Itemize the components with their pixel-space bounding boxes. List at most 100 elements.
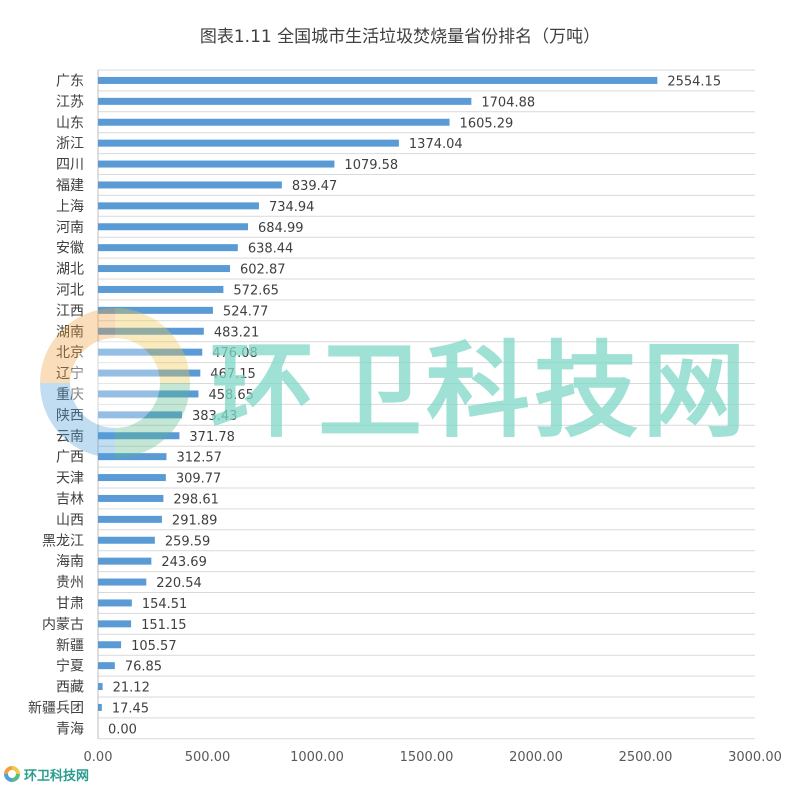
category-label: 四川 <box>56 157 84 173</box>
data-label: 151.15 <box>141 618 187 633</box>
category-label: 云南 <box>56 429 84 445</box>
bar <box>98 244 238 252</box>
bar <box>98 536 155 544</box>
bar <box>98 76 658 84</box>
bar <box>98 139 399 147</box>
bar <box>98 620 132 628</box>
data-label: 458.65 <box>208 388 254 403</box>
category-label: 福建 <box>56 178 84 194</box>
data-label: 371.78 <box>189 430 235 445</box>
x-tick-label: 1500.00 <box>400 750 454 765</box>
bar <box>98 223 249 231</box>
data-label: 734.94 <box>269 200 315 215</box>
data-label: 154.51 <box>142 597 188 612</box>
bar <box>98 118 450 126</box>
bar <box>98 474 166 482</box>
bar <box>98 557 152 565</box>
data-label: 1079.58 <box>344 158 398 173</box>
category-label: 广东 <box>56 73 84 89</box>
bar <box>98 348 203 356</box>
data-label: 602.87 <box>240 263 286 278</box>
data-label: 476.08 <box>212 346 258 361</box>
bar <box>98 453 167 461</box>
data-label: 638.44 <box>248 242 294 257</box>
category-label: 陕西 <box>56 408 84 424</box>
category-label: 湖北 <box>56 262 84 278</box>
bar <box>98 306 213 314</box>
bar <box>98 327 204 335</box>
category-label: 广西 <box>56 450 84 466</box>
category-label: 内蒙古 <box>42 617 84 633</box>
bar <box>98 369 201 377</box>
category-label: 湖南 <box>56 324 84 340</box>
category-label: 辽宁 <box>56 365 84 382</box>
category-label: 重庆 <box>56 387 84 403</box>
bar <box>98 160 335 168</box>
category-label: 甘肃 <box>56 596 84 612</box>
data-label: 524.77 <box>223 304 268 319</box>
bar <box>98 703 102 711</box>
category-label: 北京 <box>56 345 84 361</box>
category-label: 江苏 <box>56 94 84 110</box>
bar <box>98 285 224 293</box>
bar <box>98 181 282 189</box>
category-label: 宁夏 <box>56 658 84 675</box>
category-label: 吉林 <box>56 491 84 507</box>
data-label: 467.15 <box>210 367 256 382</box>
brand-logo-icon <box>4 766 20 782</box>
data-label: 312.57 <box>176 451 222 466</box>
data-label: 1605.29 <box>460 116 514 131</box>
data-label: 0.00 <box>108 722 137 737</box>
category-label: 浙江 <box>56 136 84 152</box>
x-tick-label: 2000.00 <box>509 750 563 765</box>
category-label: 青海 <box>56 721 84 737</box>
category-label: 海南 <box>56 554 84 570</box>
category-label: 河南 <box>56 220 84 236</box>
bar <box>98 662 115 670</box>
category-label: 新疆兵团 <box>28 700 84 716</box>
category-label: 河北 <box>56 282 84 298</box>
bar <box>98 202 259 210</box>
bar <box>98 578 147 586</box>
data-label: 483.21 <box>214 325 260 340</box>
data-label: 572.65 <box>233 283 278 298</box>
category-label: 江西 <box>56 303 84 319</box>
bar <box>98 390 199 398</box>
data-label: 839.47 <box>292 179 338 194</box>
x-tick-label: 2500.00 <box>619 750 673 765</box>
category-label: 贵州 <box>56 575 84 591</box>
data-label: 76.85 <box>125 660 162 675</box>
data-label: 17.45 <box>112 701 149 716</box>
x-tick-label: 0.00 <box>84 750 113 765</box>
category-label: 西藏 <box>56 680 84 696</box>
footer-brand-text: 环卫科技网 <box>24 768 90 784</box>
data-label: 1704.88 <box>481 95 535 110</box>
category-label: 天津 <box>56 471 84 487</box>
footer-brand: 环卫科技网 <box>4 764 89 784</box>
chart-title: 图表1.11 全国城市生活垃圾焚烧量省份排名（万吨） <box>199 27 601 47</box>
data-label: 220.54 <box>156 576 202 591</box>
x-tick-label: 500.00 <box>185 750 231 765</box>
data-label: 105.57 <box>131 639 177 654</box>
category-label: 安徽 <box>56 241 84 257</box>
bar <box>98 599 132 607</box>
category-label: 山东 <box>56 115 84 131</box>
bar <box>98 97 472 105</box>
bar <box>98 432 180 440</box>
data-label: 298.61 <box>173 492 219 507</box>
bar <box>98 411 182 419</box>
data-label: 383.43 <box>192 409 238 424</box>
category-label: 山西 <box>56 512 84 528</box>
bar <box>98 265 231 273</box>
data-label: 2554.15 <box>667 74 721 89</box>
bar <box>98 683 103 691</box>
data-label: 21.12 <box>113 681 150 696</box>
category-label: 新疆 <box>56 638 84 654</box>
data-label: 1374.04 <box>409 137 463 152</box>
data-label: 243.69 <box>161 555 207 570</box>
data-label: 259.59 <box>165 534 211 549</box>
data-label: 684.99 <box>258 221 304 236</box>
x-tick-label: 1000.00 <box>290 750 344 765</box>
bar <box>98 515 162 523</box>
